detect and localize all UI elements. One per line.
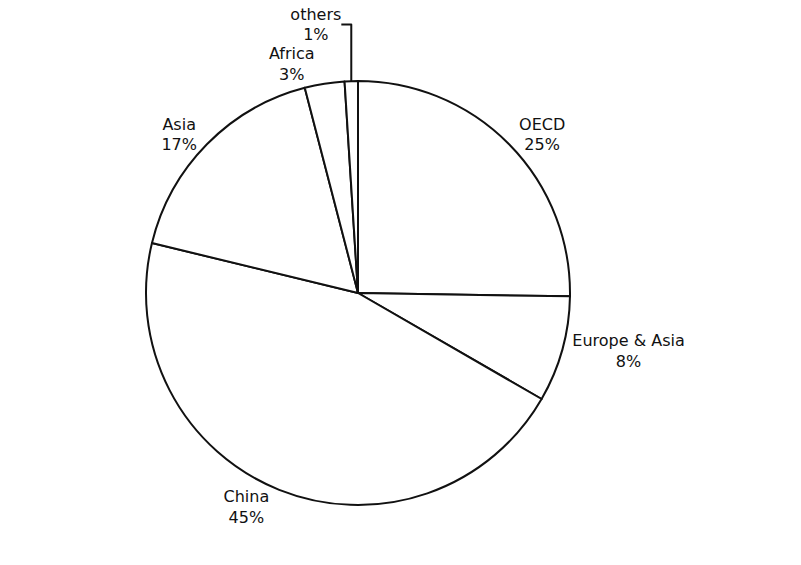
svg-text:Africa3%: Africa3% [269,44,315,84]
svg-text:others1%: others1% [290,5,341,45]
svg-text:China45%: China45% [224,487,270,527]
svg-text:Europe & Asia8%: Europe & Asia8% [572,331,684,371]
svg-text:OECD25%: OECD25% [519,115,565,155]
svg-text:Asia17%: Asia17% [161,115,197,155]
